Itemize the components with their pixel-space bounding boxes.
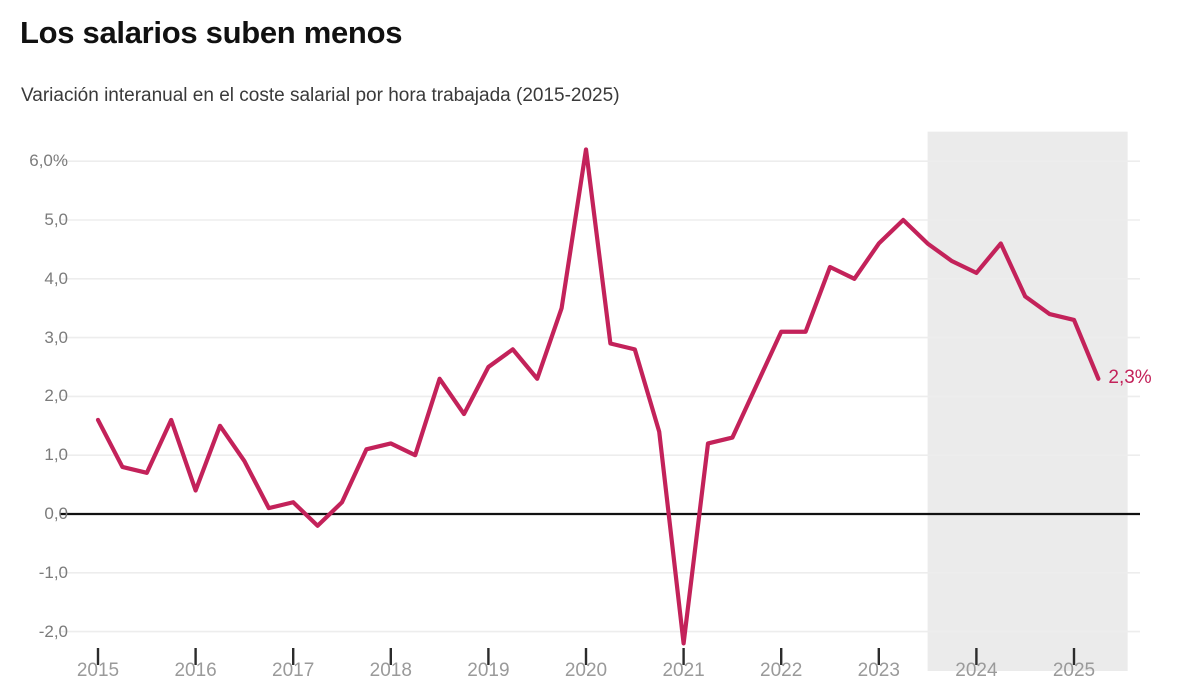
- end-value-annotation: 2,3%: [1108, 366, 1152, 388]
- x-axis-tick-label: 2016: [174, 660, 217, 681]
- y-axis-tick-label: -1,0: [38, 562, 68, 582]
- x-axis-tick-label: 2019: [467, 660, 510, 681]
- y-axis-tick-label: 2,0: [44, 386, 68, 406]
- y-axis-tick-label: 5,0: [44, 210, 68, 229]
- y-axis-tick-label: 1,0: [44, 445, 68, 465]
- x-axis-tick-label: 2023: [857, 660, 900, 681]
- y-axis-tick-label: 0,0: [44, 504, 68, 523]
- x-axis-tick-label: 2024: [955, 660, 998, 681]
- x-axis-tick-label: 2025: [1052, 660, 1096, 681]
- page-title: Los salarios suben menos: [20, 15, 403, 50]
- y-axis-tick-label: 6,0%: [29, 151, 68, 171]
- data-series-line: [95, 147, 1101, 646]
- x-axis-tick-label: 2015: [76, 660, 120, 681]
- x-axis-ticks-group: [96, 648, 1076, 665]
- chart-subtitle: Variación interanual en el coste salaria…: [21, 85, 620, 106]
- y-axis-tick-label: 3,0: [44, 327, 68, 347]
- y-axis-tick-label: -2,0: [38, 621, 68, 641]
- series-path: [95, 147, 1101, 646]
- shaded-band: [927, 131, 1128, 671]
- x-axis-tick-label: 2017: [272, 660, 315, 681]
- y-axis-tick-label: 4,0: [44, 268, 68, 288]
- x-axis-tick-label: 2022: [760, 660, 803, 681]
- x-axis-tick-label: 2021: [662, 660, 705, 681]
- x-axis-tick-label: 2020: [564, 660, 608, 681]
- x-axis-tick-label: 2018: [369, 660, 412, 681]
- shaded-band-group: [927, 131, 1128, 671]
